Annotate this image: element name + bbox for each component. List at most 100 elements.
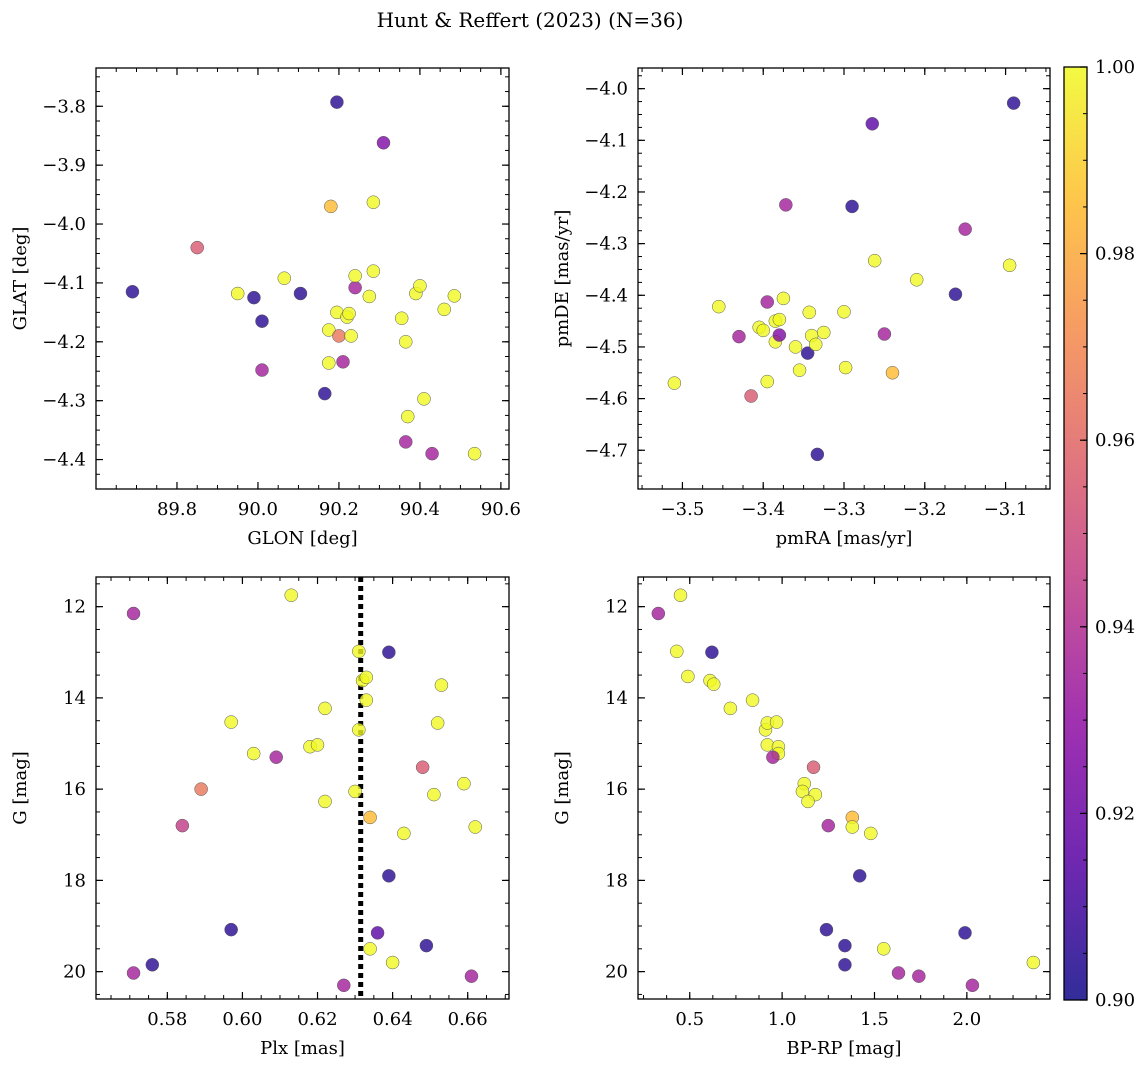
data-point (348, 784, 362, 799)
plot-area (638, 68, 1050, 489)
data-point (126, 966, 141, 980)
x-axis-label: Plx [mas] (260, 1038, 345, 1059)
data-point (427, 787, 441, 802)
x-tick-label: 0.58 (147, 1009, 187, 1030)
colorbar-tick-label: 1.00 (1095, 57, 1135, 78)
data-point (145, 958, 160, 972)
data-point (810, 447, 825, 462)
data-point (348, 280, 362, 295)
data-point (705, 645, 719, 660)
plot-area (638, 577, 1050, 999)
data-point (673, 588, 688, 602)
data-point (190, 240, 204, 255)
plot-area (96, 68, 509, 489)
x-tick-label: −3.2 (903, 499, 947, 520)
y-axis-label: G [mag] (10, 751, 31, 824)
data-point (909, 273, 924, 287)
data-point (772, 312, 787, 327)
data-point (277, 271, 292, 285)
y-tick-label: −4.0 (584, 79, 628, 100)
data-point (760, 295, 775, 309)
data-point (681, 669, 695, 684)
data-point (852, 869, 867, 883)
data-point (845, 820, 860, 834)
data-point (284, 588, 298, 602)
data-point (415, 760, 430, 774)
data-point (723, 701, 738, 716)
data-point (246, 746, 261, 761)
data-point (363, 942, 377, 956)
data-point (344, 329, 358, 343)
colorbar: 0.90 0.92 0.94 0.96 0.98 1.00 (1063, 57, 1135, 1011)
axes-frame (637, 67, 1051, 490)
data-point (310, 738, 325, 752)
data-point (318, 386, 332, 401)
data-point (808, 337, 823, 352)
y-tick-label: 20 (63, 962, 86, 983)
x-tick-label: 89.8 (157, 499, 197, 520)
data-point (891, 966, 906, 980)
panel-glon-glat: 89.8 90.0 90.2 90.4 90.6 −3.8 −3.9 −4.0 −4.1 −4.2… (10, 67, 521, 549)
data-point (912, 969, 926, 983)
data-point (667, 376, 682, 390)
y-axis-label: GLAT [deg] (10, 227, 31, 331)
x-tick-label: 0.5 (675, 1009, 704, 1030)
data-point (401, 409, 415, 424)
data-point (366, 264, 381, 278)
data-point (352, 723, 366, 737)
data-point (766, 750, 780, 764)
colorbar-tick-label: 0.90 (1095, 990, 1135, 1011)
data-point (779, 198, 793, 212)
x-tick-label: 1.0 (768, 1009, 797, 1030)
y-tick-label: −4.2 (584, 182, 628, 203)
y-tick-label: −4.3 (584, 234, 628, 255)
data-point (362, 289, 377, 304)
data-point (382, 869, 396, 883)
x-tick-label: −3.3 (822, 499, 866, 520)
x-axis-label: GLON [deg] (247, 528, 357, 549)
data-point (359, 670, 374, 685)
data-point (760, 374, 775, 389)
x-axis-label: pmRA [mas/yr] (776, 528, 913, 549)
data-point (867, 253, 882, 268)
x-tick-label: 0.60 (222, 1009, 262, 1030)
data-point (1006, 96, 1021, 110)
y-tick-label: −4.6 (584, 389, 628, 410)
x-tick-label: 90.0 (238, 499, 278, 520)
plot-area (96, 577, 509, 999)
panel-plx-g: 0.58 0.60 0.62 0.64 0.66 12 14 16 18 20 Plx [mas] G… (10, 576, 510, 1059)
data-point (958, 926, 972, 940)
y-tick-label: 12 (63, 597, 86, 618)
axes-frame (637, 576, 1051, 1000)
data-point (877, 327, 892, 341)
colorbar-tick-label: 0.92 (1095, 803, 1135, 824)
data-point (965, 978, 980, 993)
data-point (385, 955, 400, 970)
data-point (337, 978, 351, 993)
data-point (126, 606, 141, 621)
data-point (468, 820, 482, 834)
data-point (342, 306, 356, 321)
data-point (399, 435, 413, 449)
data-point (269, 750, 283, 764)
data-point (293, 286, 308, 301)
data-point (224, 715, 238, 729)
y-tick-label: 12 (605, 597, 628, 618)
data-point (255, 363, 269, 377)
data-point (359, 693, 374, 707)
data-point (651, 606, 666, 621)
data-point (366, 195, 381, 209)
x-tick-label: −3.5 (661, 499, 705, 520)
axes-frame (95, 67, 510, 490)
data-point (425, 446, 439, 461)
data-point (370, 926, 385, 940)
y-tick-label: 16 (63, 779, 86, 800)
y-tick-label: −4.7 (584, 440, 628, 461)
data-point (788, 340, 803, 354)
y-tick-label: −4.5 (584, 337, 628, 358)
data-point (318, 701, 332, 716)
data-point (837, 305, 851, 319)
data-point (437, 302, 451, 317)
data-point (806, 760, 821, 774)
